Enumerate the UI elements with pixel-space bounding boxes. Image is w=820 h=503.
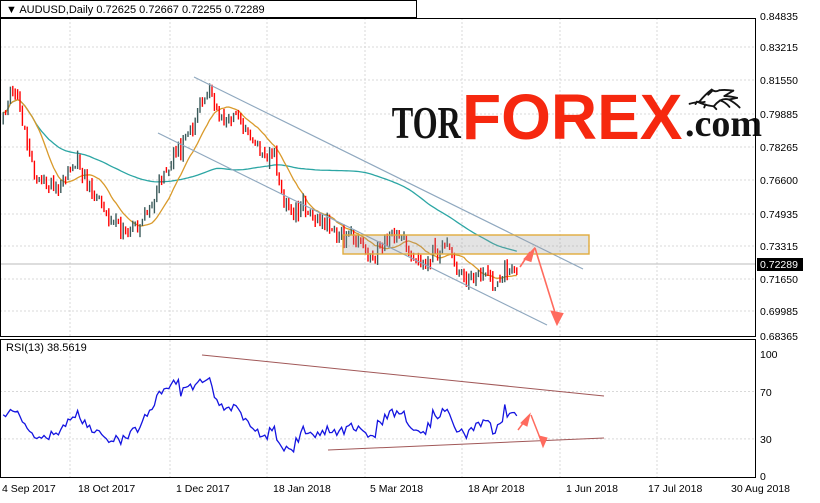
svg-text:18 Oct 2017: 18 Oct 2017 [78, 483, 135, 495]
svg-text:0.72289: 0.72289 [760, 259, 798, 271]
svg-text:100: 100 [760, 349, 778, 361]
svg-text:1 Jun 2018: 1 Jun 2018 [566, 483, 618, 495]
svg-text:0.76600: 0.76600 [760, 175, 798, 187]
svg-text:0.69985: 0.69985 [760, 306, 798, 318]
svg-text:5 Mar 2018: 5 Mar 2018 [370, 483, 423, 495]
svg-text:RSI(13) 38.5619: RSI(13) 38.5619 [6, 342, 87, 354]
svg-text:0.74935: 0.74935 [760, 209, 798, 221]
svg-text:0.83215: 0.83215 [760, 42, 798, 54]
svg-text:18 Jan 2018: 18 Jan 2018 [273, 483, 331, 495]
svg-text:30: 30 [760, 434, 772, 446]
svg-text:0.73315: 0.73315 [760, 241, 798, 253]
svg-text:18 Apr 2018: 18 Apr 2018 [468, 483, 525, 495]
svg-text:TOR: TOR [392, 97, 462, 148]
svg-text:30 Aug 2018: 30 Aug 2018 [731, 483, 790, 495]
svg-text:4 Sep 2017: 4 Sep 2017 [2, 483, 56, 495]
svg-text:1 Dec 2017: 1 Dec 2017 [176, 483, 230, 495]
svg-text:0.71650: 0.71650 [760, 274, 798, 286]
svg-text:.com: .com [685, 103, 762, 145]
svg-text:0.79885: 0.79885 [760, 109, 798, 121]
svg-text:▼ AUDUSD,Daily 0.72625 0.726: ▼ AUDUSD,Daily 0.72625 0.72667 0.72255 0… [6, 4, 265, 16]
svg-text:0.84835: 0.84835 [760, 11, 798, 23]
svg-text:0.68365: 0.68365 [760, 331, 798, 343]
svg-text:17 Jul 2018: 17 Jul 2018 [648, 483, 702, 495]
svg-text:70: 70 [760, 387, 772, 399]
svg-text:FOREX: FOREX [462, 81, 683, 153]
svg-text:0.78265: 0.78265 [760, 142, 798, 154]
svg-text:0.81550: 0.81550 [760, 75, 798, 87]
svg-text:0: 0 [760, 471, 766, 483]
